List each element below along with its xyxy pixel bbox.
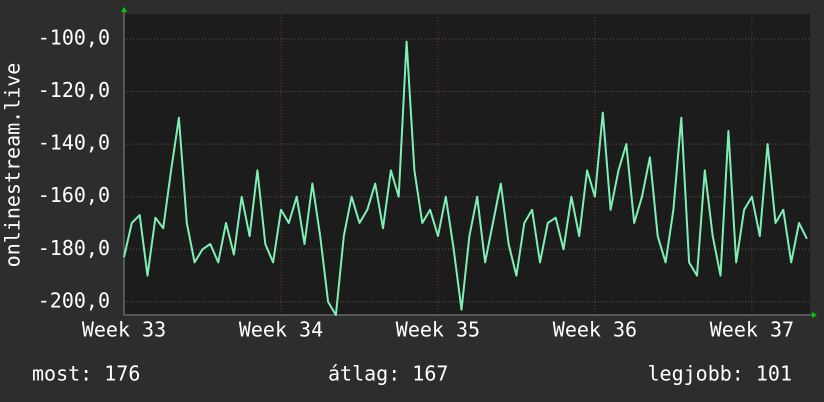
data-line [123,40,808,316]
plot-area [124,14,810,315]
x-tick-label: Week 37 [710,318,794,342]
axis-arrow [121,7,127,12]
x-tick-label: Week 33 [82,318,166,342]
y-axis-label: onlinestream.live [1,63,25,268]
footer-best: legjobb: 101 [648,362,793,386]
footer-average: átlag: 167 [328,362,448,386]
footer-current: most: 176 [32,362,140,386]
x-tick-label: Week 34 [239,318,323,342]
y-tick-label: -100,0 [38,25,110,49]
y-tick-label: -140,0 [38,131,110,155]
y-tick-label: -120,0 [38,78,110,102]
axis-arrow [812,312,817,318]
y-tick-label: -160,0 [38,183,110,207]
x-tick-label: Week 36 [553,318,637,342]
x-tick-label: Week 35 [396,318,480,342]
y-tick-label: -180,0 [38,236,110,260]
y-tick-label: -200,0 [38,288,110,312]
